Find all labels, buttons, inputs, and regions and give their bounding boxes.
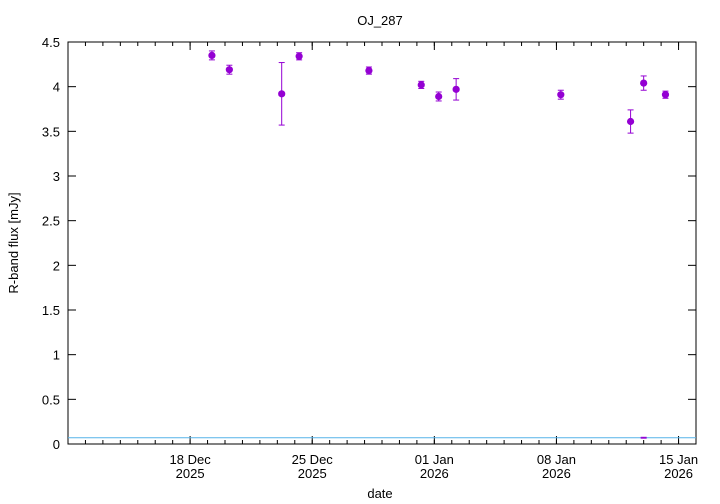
y-tick-label: 3.5: [42, 124, 60, 139]
data-point: [225, 66, 233, 74]
x-tick-label: 01 Jan: [415, 452, 454, 467]
chart-title: OJ_287: [357, 13, 403, 28]
data-point: [278, 90, 286, 98]
y-tick-label: 2.5: [42, 214, 60, 229]
data-point: [640, 79, 648, 87]
x-tick-label: 18 Dec: [170, 452, 212, 467]
x-tick-label-year: 2026: [664, 466, 693, 481]
data-point: [365, 66, 373, 75]
y-tick-label: 2: [53, 258, 60, 273]
x-tick-label: 25 Dec: [292, 452, 334, 467]
data-point: [661, 91, 670, 99]
data-point: [557, 91, 565, 99]
x-tick-label-year: 2025: [176, 466, 205, 481]
data-point: [452, 85, 460, 93]
x-axis-label: date: [367, 486, 392, 501]
y-axis-label: R-band flux [mJy]: [6, 192, 21, 293]
y-tick-label: 1: [53, 348, 60, 363]
y-tick-label: 4: [53, 80, 60, 95]
x-tick-label-year: 2025: [298, 466, 327, 481]
y-tick-label: 3: [53, 169, 60, 184]
y-tick-label: 0: [53, 437, 60, 452]
data-point: [435, 92, 443, 101]
y-tick-label: 0.5: [42, 392, 60, 407]
y-tick-label: 1.5: [42, 303, 60, 318]
x-tick-label: 08 Jan: [537, 452, 576, 467]
plot-frame: [67, 41, 697, 445]
data-point: [417, 81, 425, 89]
data-point: [626, 117, 635, 126]
y-tick-label: 4.5: [42, 35, 60, 50]
data-point: [295, 52, 303, 60]
x-tick-label: 15 Jan: [659, 452, 698, 467]
x-tick-label-year: 2026: [542, 466, 571, 481]
x-tick-label-year: 2026: [420, 466, 449, 481]
data-point: [208, 51, 216, 60]
